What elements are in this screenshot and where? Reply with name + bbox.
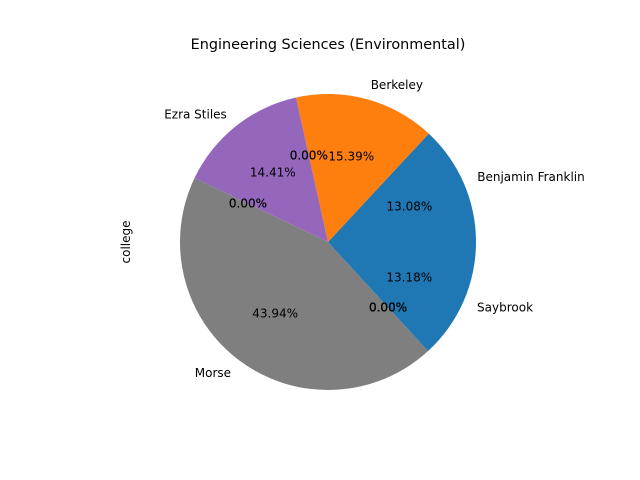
pie-percent-label: 13.08% <box>387 200 433 214</box>
pie-slice <box>295 94 429 243</box>
pie-percent-label: 43.94% <box>252 306 298 320</box>
pie-percent-label: 14.41% <box>250 165 296 179</box>
pie-percent-label: 0.00% <box>290 148 328 162</box>
pie-slices <box>180 94 476 390</box>
pie-labels: 13.08% Benjamin Franklin 15.39% Berkeley 0.0… <box>164 78 585 380</box>
pie-percent-label: 0.00% <box>369 300 407 314</box>
pie-percent-label: 0.00% <box>369 300 407 314</box>
y-axis-label: college <box>119 221 133 264</box>
pie-percent-label: 0.00% <box>369 300 407 314</box>
pie-percent-label: 15.39% <box>328 149 374 163</box>
pie-slice <box>180 177 429 390</box>
pie-slice <box>328 133 476 242</box>
pie-category-label: Berkeley <box>371 78 423 92</box>
pie-category-label: Ezra Stiles <box>164 107 227 121</box>
pie-percent-label: 0.00% <box>290 148 328 162</box>
pie-percent-label: 0.00% <box>229 197 267 211</box>
pie-percent-label: 0.00% <box>229 197 267 211</box>
pie-percent-label: 13.18% <box>386 271 432 285</box>
pie-category-label: Benjamin Franklin <box>477 170 585 184</box>
pie-slice <box>328 242 476 352</box>
pie-slice <box>194 97 328 242</box>
pie-category-label: Morse <box>195 366 231 380</box>
chart-title: Engineering Sciences (Environmental) <box>191 37 466 53</box>
pie-percent-label: 0.00% <box>369 300 407 314</box>
pie-category-label: Saybrook <box>477 300 533 314</box>
